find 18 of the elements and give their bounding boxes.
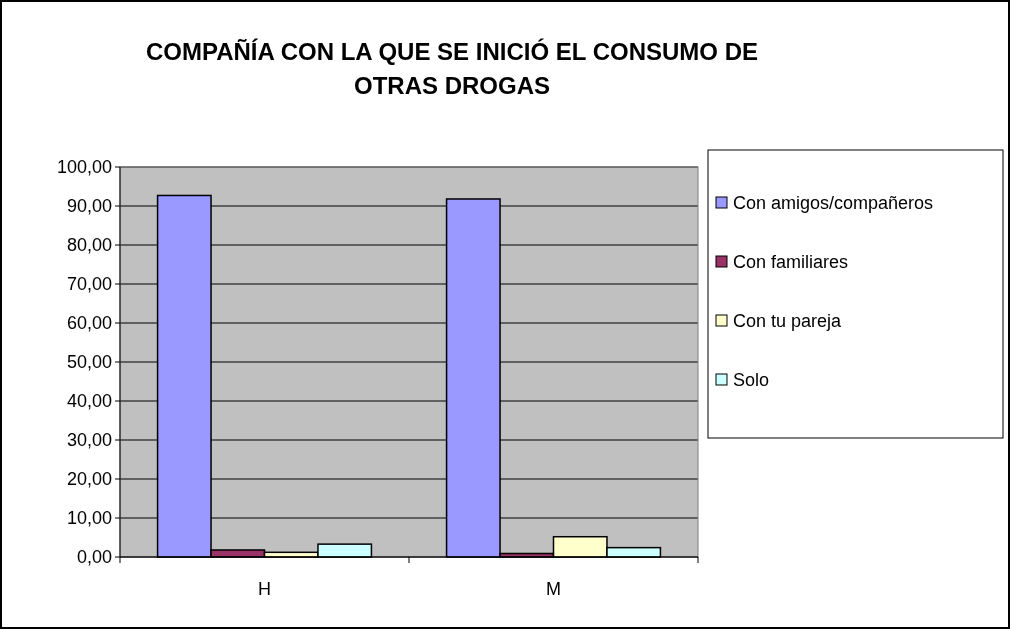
legend-label: Con familiares (733, 252, 849, 273)
y-tick-label: 70,00 (66, 274, 112, 295)
y-tick-label: 40,00 (66, 391, 112, 412)
y-tick-label: 60,00 (66, 313, 112, 334)
y-tick-label: 80,00 (66, 235, 112, 256)
y-tick-label: 20,00 (66, 469, 112, 490)
x-tick-label: H (258, 579, 271, 599)
x-tick-label: M (546, 579, 561, 599)
legend-label: Con tu pareja (733, 311, 843, 332)
chart-title: COMPAÑÍA CON LA QUE SE INICIÓ EL CONSUMO DE OTRAS DROGAS (145, 38, 759, 99)
y-tick-label: 10,00 (66, 508, 112, 529)
y-tick-label: 100,00 (56, 157, 112, 178)
y-tick-label: 30,00 (66, 430, 112, 451)
y-tick-label: 0,00 (76, 547, 112, 568)
y-tick-label: 90,00 (66, 196, 112, 217)
legend-label: Solo (733, 370, 770, 391)
legend-label: Con amigos/compañeros (733, 193, 934, 214)
y-tick-label: 50,00 (66, 352, 112, 373)
